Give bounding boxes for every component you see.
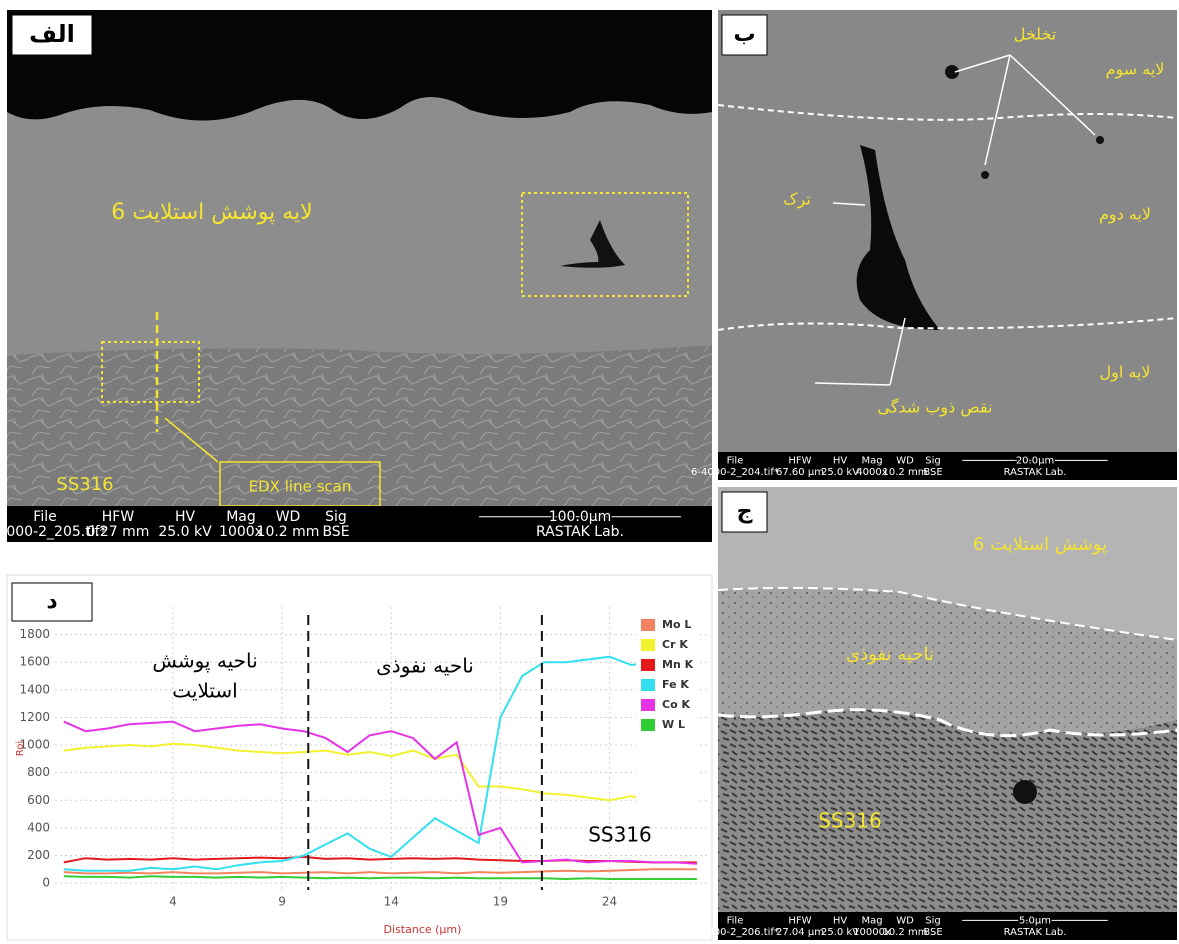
chart-annotation: استلایت (172, 679, 238, 703)
scale-label: 100.0µm (549, 509, 612, 525)
info-header: WD (896, 455, 914, 466)
chart-annotation: SS316 (588, 823, 652, 847)
y-tick-label: 400 (27, 820, 50, 834)
y-tick-label: 1400 (19, 682, 50, 696)
y-tick-label: 600 (27, 793, 50, 807)
info-value: BSE (923, 927, 942, 938)
y-tick-label: 200 (27, 848, 50, 862)
info-header: WD (276, 509, 301, 525)
info-header: Sig (925, 915, 940, 926)
info-header: Mag (861, 455, 882, 466)
lab-name: RASTAK Lab. (536, 524, 624, 540)
info-value: 25.0 kV (158, 524, 212, 540)
x-axis-label: Distance (µm) (384, 923, 462, 936)
legend-swatch (641, 639, 655, 651)
annotation: لایه سوم (1106, 60, 1165, 80)
info-header: WD (896, 915, 914, 926)
panel-label: ج (737, 499, 753, 524)
info-header: HV (833, 455, 848, 466)
x-tick-label: 4 (169, 895, 177, 909)
figure: الف لایه پوشش استلایت 6 SS316 EDX line scan… (0, 0, 1179, 944)
y-tick-label: 1800 (19, 627, 50, 641)
info-header: HV (833, 915, 848, 926)
info-value: 10.2 mm (257, 524, 320, 540)
info-header: HV (175, 509, 196, 525)
info-value: 67.60 µm (776, 467, 824, 478)
pore (1096, 136, 1104, 144)
info-header: Sig (925, 455, 940, 466)
info-header: Mag (861, 915, 882, 926)
annotation: ترک (783, 190, 811, 210)
annotation: SS316 (818, 809, 882, 833)
info-header: HFW (788, 455, 811, 466)
legend-label: Mo L (662, 618, 691, 631)
legend-label: Co K (662, 698, 690, 711)
x-tick-label: 14 (384, 895, 399, 909)
legend-swatch (641, 699, 655, 711)
x-tick-label: 24 (602, 895, 617, 909)
scale-label: 5.0µm (1019, 915, 1051, 926)
annotation: ناحیه نفوذی (846, 644, 934, 665)
legend-label: Cr K (662, 638, 688, 651)
pore (981, 171, 989, 179)
x-tick-label: 9 (278, 895, 286, 909)
info-value: 25.0 kV (821, 467, 859, 478)
lab-name: RASTAK Lab. (1004, 467, 1067, 478)
info-header: File (727, 455, 744, 466)
y-tick-label: 1600 (19, 655, 50, 669)
panel-label: الف (29, 20, 75, 48)
annotation: EDX line scan (249, 478, 352, 496)
pore (1013, 780, 1037, 804)
info-header: Mag (226, 509, 256, 525)
legend-swatch (641, 679, 655, 691)
panel-label: د (46, 589, 57, 614)
y-tick-label: 1200 (19, 710, 50, 724)
info-value: BSE (923, 467, 942, 478)
annotation: لایه اول (1099, 363, 1150, 383)
info-value: 10.2 mm (883, 927, 928, 938)
annotation: نقص ذوب شدگی (878, 398, 993, 418)
annotation: لایه پوشش استلایت 6 (111, 200, 312, 225)
annotation: پوشش استلایت 6 (973, 534, 1107, 555)
info-value: 0.27 mm (87, 524, 150, 540)
info-value: BSE (322, 524, 349, 540)
y-tick-label: 0 (42, 876, 50, 890)
sem-image-a (7, 10, 712, 506)
info-header: Sig (325, 509, 347, 525)
legend-label: Fe K (662, 678, 689, 691)
y-axis-label: Roi (15, 741, 26, 756)
scale-label: 20.0µm (1016, 455, 1054, 466)
panel-label: ب (733, 22, 755, 47)
info-header: HFW (102, 509, 135, 525)
info-header: File (33, 509, 56, 525)
x-tick-label: 19 (493, 895, 508, 909)
legend-label: Mn K (662, 658, 694, 671)
annotation: لایه دوم (1099, 205, 1151, 225)
legend-swatch (641, 659, 655, 671)
y-tick-label: 800 (27, 765, 50, 779)
info-value: 6-4000-2_204.tif* (691, 467, 779, 478)
legend-swatch (641, 619, 655, 631)
annotation: تخلخل (1014, 25, 1057, 44)
chart-annotation: ناحیه پوشش (152, 649, 257, 674)
info-header: HFW (788, 915, 811, 926)
lab-name: RASTAK Lab. (1004, 927, 1067, 938)
annotation: SS316 (56, 474, 113, 495)
info-header: File (727, 915, 744, 926)
legend-swatch (641, 719, 655, 731)
info-value: 6-4000-2_206.tif* (691, 927, 779, 938)
chart-annotation: ناحیه نفوذی (376, 654, 474, 678)
legend-label: W L (662, 718, 685, 731)
info-value: 27.04 µm (776, 927, 824, 938)
sem-image-c (718, 487, 1177, 912)
info-value: 10.2 mm (883, 467, 928, 478)
